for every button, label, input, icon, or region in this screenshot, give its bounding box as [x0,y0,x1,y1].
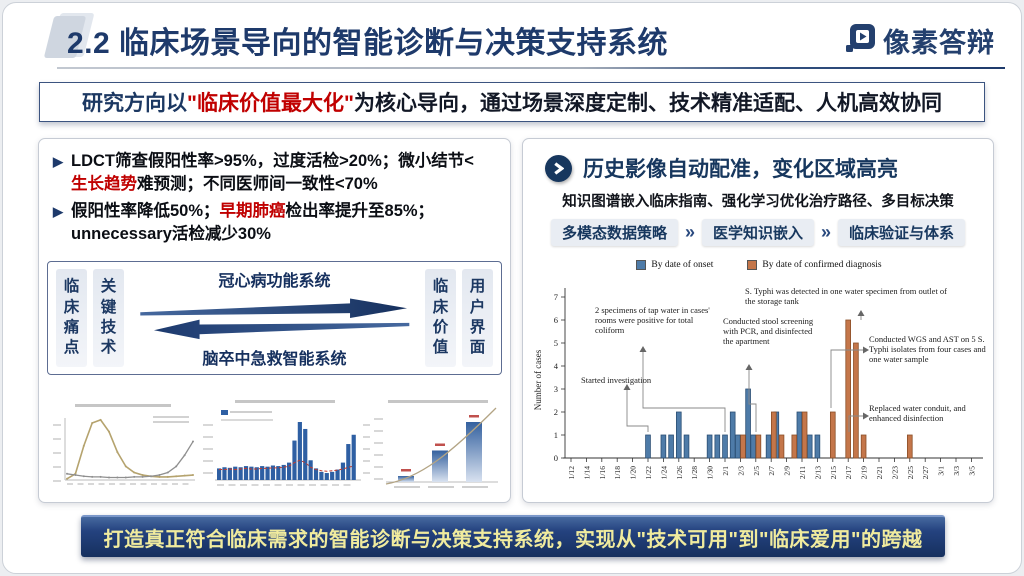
conclusion-text: 打造真正符合临床需求的智能诊断与决策支持系统，实现从"技术可用"到"临床爱用"的… [103,528,923,551]
banner-suffix: 为核心导向，通过场景深度定制、技术精准适配、人机高效协同 [353,92,942,115]
svg-text:1/28: 1/28 [690,466,699,480]
arrow-right-icon [139,298,407,318]
svg-text:2/11: 2/11 [798,466,807,479]
svg-text:2/5: 2/5 [752,466,761,476]
svg-text:7: 7 [554,292,558,302]
svg-text:2/1: 2/1 [721,466,730,476]
flow-box-pain-points: 临床痛点 [56,269,87,367]
svg-text:1: 1 [554,430,558,440]
chevron-badge-icon [545,154,572,182]
chart-annotation: Replaced water conduit, and enhanced dis… [869,403,966,424]
svg-text:3: 3 [554,384,558,394]
bullet-arrow-icon: ▶ [53,203,63,219]
list-item: ▶ 假阳性率降低50%；早期肺癌检出率提升至85%； unnecessary活检减… [51,200,502,247]
research-direction-banner: 研究方向以 "临床价值最大化" 为核心导向，通过场景深度定制、技术精准适配、人机高效… [39,82,985,122]
page-title: 2.2 临床场景导向的智能诊断与决策支持系统 [67,27,669,60]
bullet-list: ▶ LDCT筛查假阳性率>95%，过度活检>20%；微小结节<生长趋势难预测；不… [39,139,510,247]
svg-text:1/14: 1/14 [582,466,591,480]
svg-text:2/27: 2/27 [921,466,930,480]
flow-backward-label: 脑卒中急救智能系统 [202,351,347,368]
flow-box-key-tech: 关键技术 [93,269,124,367]
svg-text:2/3: 2/3 [736,466,745,476]
svg-text:2/15: 2/15 [829,466,838,480]
svg-text:2: 2 [554,407,558,417]
pipeline-pills: 多模态数据策略 » 医学知识嵌入 » 临床验证与体系 [523,219,993,246]
list-item: ▶ LDCT筛查假阳性率>95%，过度活检>20%；微小结节<生长趋势难预测；不… [51,150,502,197]
svg-text:1/30: 1/30 [706,466,715,480]
bullet-text: LDCT筛查假阳性率>95%，过度活检>20%；微小结节<生长趋势难预测；不同医… [71,152,474,194]
flow-forward-label: 冠心病功能系统 [218,273,331,290]
svg-text:4: 4 [554,361,559,371]
svg-text:1/20: 1/20 [629,466,638,480]
svg-text:1/12: 1/12 [567,466,576,480]
right-panel-subtitle: 知识图谱嵌入临床指南、强化学习优化治疗路径、多目标决策 [562,194,954,210]
flow-arrows [139,298,410,340]
flow-box-clinical-value: 临床价值 [425,269,456,367]
svg-text:2/19: 2/19 [860,466,869,480]
svg-text:1/24: 1/24 [659,466,668,480]
svg-text:Number of cases: Number of cases [533,349,543,410]
conclusion-banner: 打造真正符合临床需求的智能诊断与决策支持系统，实现从"技术可用"到"临床爱用"的… [81,515,945,557]
svg-text:2/25: 2/25 [906,466,915,480]
legend-item: By date of confirmed diagnosis [747,260,882,270]
epidemic-curve-svg: 0 1 2 3 4 5 6 7 Number of cases 1/12 1/14 1/16 1/18 1… [533,288,983,480]
legend-swatch-confirmed [747,260,758,270]
legend-item: By date of onset [636,260,713,270]
svg-text:3/1: 3/1 [937,466,946,476]
right-panel-title: 历史影像自动配准，变化区域高亮 [583,158,898,181]
chevron-right-icon: » [684,222,695,242]
mini-charts-row [45,382,504,498]
header-divider [57,67,1005,69]
svg-text:3/3: 3/3 [952,466,961,476]
svg-text:2/23: 2/23 [890,466,899,480]
flow-middle: 冠心病功能系统 脑卒中急救智能系统 [130,265,419,371]
svg-text:2/17: 2/17 [844,466,853,480]
svg-text:2/13: 2/13 [813,466,822,480]
banner-prefix: 研究方向以 [82,92,188,115]
chart-legend: By date of onset By date of confirmed di… [531,260,987,270]
svg-text:5: 5 [554,338,558,348]
svg-text:2/7: 2/7 [767,466,776,476]
brand-logo-text: 像素答辩 [883,28,995,58]
chart-annotation: Started investigation [581,375,652,385]
mini-growth-chart [373,400,498,488]
svg-text:2/21: 2/21 [875,466,884,480]
svg-text:2/9: 2/9 [783,466,792,476]
right-panel: 历史影像自动配准，变化区域高亮 知识图谱嵌入临床指南、强化学习优化治疗路径、多目… [522,138,994,503]
svg-text:1/16: 1/16 [598,466,607,480]
chart-annotation: Conducted stool screening with PCR, and … [723,316,814,347]
chevron-right-icon: » [821,222,832,242]
epidemic-curve-chart: 0 1 2 3 4 5 6 7 Number of cases 1/12 1/14 1/16 1/18 1… [531,258,987,498]
right-panel-header: 历史影像自动配准，变化区域高亮 [523,139,993,183]
mini-bar-chart [203,400,370,486]
pill-multimodal-data: 多模态数据策略 [550,219,678,246]
chart-annotation: 2 specimens of tap water in cases' rooms… [595,305,710,336]
svg-text:1/18: 1/18 [613,466,622,480]
svg-text:1/26: 1/26 [675,466,684,480]
pixel-logo-icon [846,23,876,58]
chart-annotation: Conducted WGS and AST on 5 S. Typhi isol… [869,334,986,365]
svg-text:6: 6 [554,315,558,325]
clinical-flow-diagram: 临床痛点 关键技术 冠心病功能系统 [47,261,502,375]
bullet-arrow-icon: ▶ [53,154,63,169]
svg-text:3/5: 3/5 [967,466,976,476]
left-panel: ▶ LDCT筛查假阳性率>95%，过度活检>20%；微小结节<生长趋势难预测；不… [38,138,511,503]
pill-clinical-validation: 临床验证与体系 [838,219,966,246]
pill-medical-knowledge: 医学知识嵌入 [701,219,814,246]
svg-text:1/22: 1/22 [644,466,653,480]
flow-box-user-interface: 用户界面 [462,269,493,367]
svg-text:0: 0 [554,453,558,463]
bullet-text: 假阳性率降低50%；早期肺癌检出率提升至85%； unnecessary活检减少3… [71,201,435,244]
banner-highlight: "临床价值最大化" [187,92,354,115]
mini-line-chart [53,404,195,485]
legend-swatch-onset [636,260,647,270]
chart-annotation: S. Typhi was detected in one water speci… [745,286,948,307]
brand-logo: 像素答辩 [846,21,995,60]
arrow-left-icon [153,319,410,340]
